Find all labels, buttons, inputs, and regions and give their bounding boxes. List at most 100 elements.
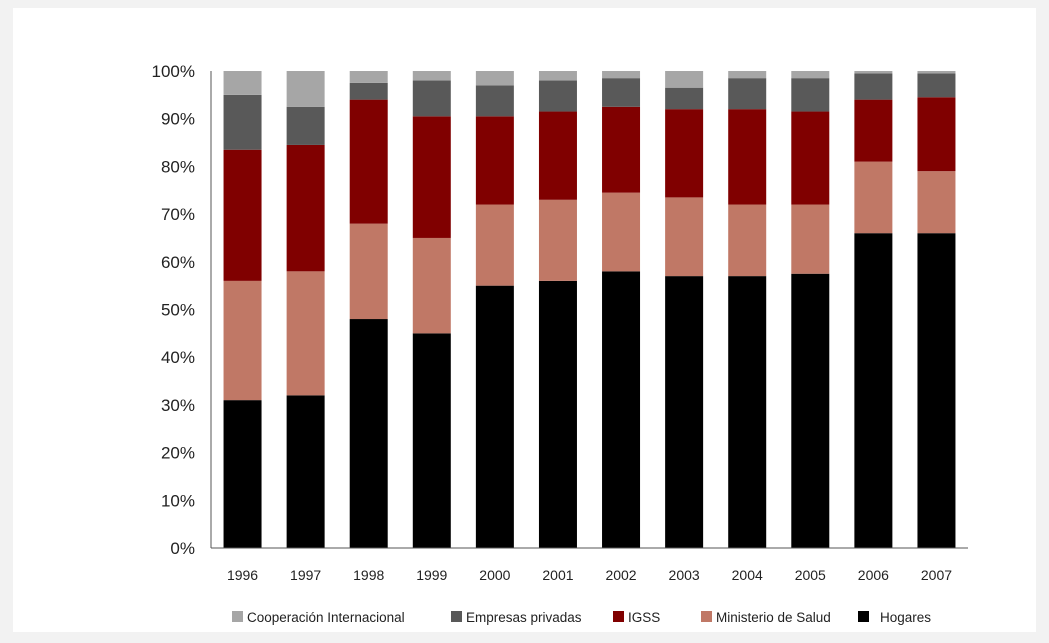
- y-axis-tick-labels: 0% 10% 20% 30% 40% 50% 60% 70% 80% 90% 100%: [152, 62, 195, 558]
- x-tick-label: 2001: [542, 567, 573, 583]
- bar-segment-igss-2006: [854, 99, 893, 162]
- bar-segment-cooperaci-n-internacional-2000: [475, 71, 514, 86]
- bar-segment-hogares-2004: [728, 276, 767, 548]
- bar-segment-igss-1998: [349, 99, 388, 224]
- legend-swatch: [451, 611, 462, 622]
- y-tick-label: 60%: [161, 253, 195, 272]
- y-tick-label: 30%: [161, 396, 195, 415]
- bar-segment-hogares-1998: [349, 319, 388, 548]
- x-tick-label: 2000: [479, 567, 510, 583]
- legend-label: Empresas privadas: [466, 610, 582, 625]
- bar-segment-empresas-privadas-2006: [854, 73, 893, 100]
- bar-segment-ministerio-de-salud-2004: [728, 204, 767, 277]
- bar-segment-hogares-2003: [665, 276, 704, 548]
- x-tick-label: 2006: [858, 567, 889, 583]
- bar-segment-hogares-2002: [602, 271, 641, 548]
- bar-segment-hogares-2005: [791, 273, 830, 548]
- bar-segment-empresas-privadas-1999: [412, 80, 451, 117]
- bar-segment-empresas-privadas-1997: [286, 106, 325, 145]
- y-tick-label: 50%: [161, 301, 195, 320]
- bar-segment-empresas-privadas-1998: [349, 82, 388, 100]
- bar-segment-cooperaci-n-internacional-2006: [854, 71, 893, 74]
- legend-label: Hogares: [880, 610, 931, 625]
- bar-segment-ministerio-de-salud-1997: [286, 271, 325, 396]
- bar-segment-empresas-privadas-2001: [538, 80, 577, 112]
- bar-segment-hogares-1996: [223, 400, 262, 548]
- bar-segment-empresas-privadas-2000: [475, 85, 514, 117]
- legend-swatch: [701, 611, 712, 622]
- bar-segment-ministerio-de-salud-2006: [854, 161, 893, 234]
- bar-segment-ministerio-de-salud-2005: [791, 204, 830, 274]
- bar-segment-igss-1997: [286, 144, 325, 272]
- bar-segment-hogares-2000: [475, 285, 514, 548]
- bar-segment-cooperaci-n-internacional-2003: [665, 71, 704, 88]
- legend-swatch: [232, 611, 243, 622]
- stacked-bar-chart: 0%10%20%30%40%50%60%70%80%90%100% 1996 19…: [152, 62, 968, 625]
- bar-segment-empresas-privadas-2002: [602, 78, 641, 107]
- x-tick-label: 1997: [290, 567, 321, 583]
- x-tick-label: 2007: [921, 567, 952, 583]
- bar-segment-ministerio-de-salud-2000: [475, 204, 514, 286]
- bar-segment-igss-2003: [665, 109, 704, 198]
- bar-segment-hogares-1997: [286, 395, 325, 548]
- bar-segment-igss-2007: [917, 97, 956, 172]
- bar-segment-igss-2002: [602, 106, 641, 193]
- y-tick-label: 100%: [152, 62, 195, 81]
- bar-segment-cooperaci-n-internacional-2001: [538, 71, 577, 81]
- y-tick-label: 40%: [161, 348, 195, 367]
- x-tick-label: 1996: [227, 567, 258, 583]
- bar-segment-ministerio-de-salud-2002: [602, 192, 641, 272]
- bar-segment-empresas-privadas-1996: [223, 94, 262, 150]
- bar-segment-empresas-privadas-2007: [917, 73, 956, 98]
- bar-segment-empresas-privadas-2003: [665, 87, 704, 110]
- bar-segment-igss-2001: [538, 111, 577, 200]
- bar-segment-igss-1996: [223, 149, 262, 281]
- bar-segment-cooperaci-n-internacional-1996: [223, 71, 262, 95]
- bar-segment-cooperaci-n-internacional-2007: [917, 71, 956, 74]
- bar-segment-igss-2004: [728, 109, 767, 205]
- legend-label: IGSS: [628, 610, 660, 625]
- bar-segment-cooperaci-n-internacional-2002: [602, 71, 641, 79]
- bar-segment-hogares-1999: [412, 333, 451, 548]
- bar-segment-ministerio-de-salud-1999: [412, 237, 451, 334]
- bar-segment-igss-1999: [412, 116, 451, 238]
- bar-segment-empresas-privadas-2005: [791, 78, 830, 112]
- bar-segment-ministerio-de-salud-2003: [665, 197, 704, 277]
- y-tick-label: 10%: [161, 491, 195, 510]
- x-tick-label: 1999: [416, 567, 447, 583]
- x-tick-label: 2002: [605, 567, 636, 583]
- x-tick-label: 2004: [732, 567, 763, 583]
- bar-segment-hogares-2007: [917, 233, 956, 548]
- y-tick-label: 0%: [170, 539, 195, 558]
- x-tick-label: 2005: [795, 567, 826, 583]
- x-tick-label: 2003: [669, 567, 700, 583]
- bar-segment-cooperaci-n-internacional-1999: [412, 71, 451, 81]
- y-tick-label: 20%: [161, 444, 195, 463]
- legend-label: Ministerio de Salud: [716, 610, 831, 625]
- x-axis-tick-labels: 1996 1997 1998 1999 2000 2001 2002 2003 2004 2005…: [227, 567, 952, 583]
- bar-segment-hogares-2001: [538, 280, 577, 548]
- legend-swatch: [858, 611, 869, 622]
- bar-segment-ministerio-de-salud-1998: [349, 223, 388, 320]
- chart-frame: 0% 10% 20% 30% 40% 50% 60% 70% 80% 90% 100% 1996 19…: [13, 8, 1036, 632]
- bar-segment-cooperaci-n-internacional-1997: [286, 71, 325, 107]
- x-tick-label: 1998: [353, 567, 384, 583]
- y-tick-label: 80%: [161, 157, 195, 176]
- bar-segment-cooperaci-n-internacional-2005: [791, 71, 830, 79]
- y-tick-label: 70%: [161, 205, 195, 224]
- bars-group: [223, 71, 956, 548]
- bar-segment-cooperaci-n-internacional-2004: [728, 71, 767, 79]
- y-tick-label: 90%: [161, 110, 195, 129]
- bar-segment-cooperaci-n-internacional-1998: [349, 71, 388, 83]
- legend: Cooperación Internacional Empresas privad…: [232, 610, 931, 625]
- axes-group: [210, 71, 968, 549]
- bar-segment-igss-2000: [475, 116, 514, 205]
- bar-segment-hogares-2006: [854, 233, 893, 548]
- bar-segment-ministerio-de-salud-2001: [538, 199, 577, 281]
- bar-segment-ministerio-de-salud-1996: [223, 280, 262, 401]
- bar-segment-ministerio-de-salud-2007: [917, 171, 956, 234]
- legend-swatch: [613, 611, 624, 622]
- bar-segment-igss-2005: [791, 111, 830, 205]
- bar-segment-empresas-privadas-2004: [728, 78, 767, 110]
- legend-label: Cooperación Internacional: [247, 610, 405, 625]
